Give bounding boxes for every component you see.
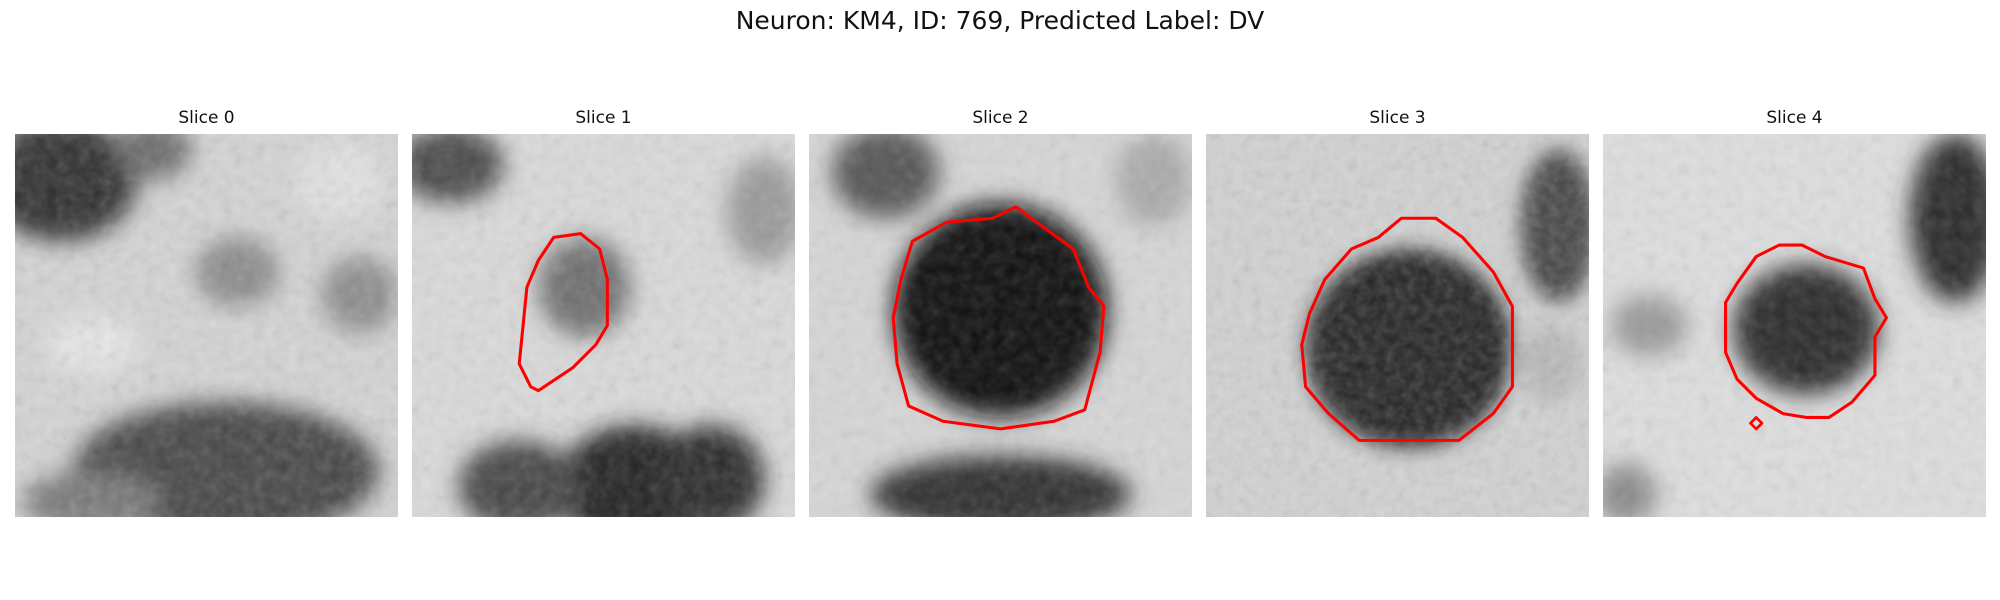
slice-title: Slice 4 — [1766, 108, 1823, 128]
slice-image-1 — [412, 134, 795, 517]
contour-outline — [1724, 243, 1888, 419]
slice-title: Slice 3 — [1369, 108, 1426, 128]
slice-image-2 — [809, 134, 1192, 517]
slice-panel-4: Slice 4 — [1603, 108, 1986, 518]
slice-panel-3: Slice 3 — [1206, 108, 1589, 518]
slice-title: Slice 1 — [575, 108, 632, 128]
slice-panel-0: Slice 0 — [15, 108, 398, 518]
slice-panel-2: Slice 2 — [809, 108, 1192, 518]
slice-image-3 — [1206, 134, 1589, 517]
slice-title: Slice 0 — [178, 108, 235, 128]
slice-image-4 — [1603, 134, 1986, 517]
contour-outline — [1300, 216, 1514, 442]
figure-title: Neuron: KM4, ID: 769, Predicted Label: D… — [735, 6, 1265, 35]
contour-outline — [891, 205, 1106, 431]
slice-panel-1: Slice 1 — [412, 108, 795, 518]
contour-outline-small — [1749, 416, 1764, 431]
contour-outline — [517, 232, 609, 393]
slice-title: Slice 2 — [972, 108, 1029, 128]
slice-image-0 — [15, 134, 398, 517]
